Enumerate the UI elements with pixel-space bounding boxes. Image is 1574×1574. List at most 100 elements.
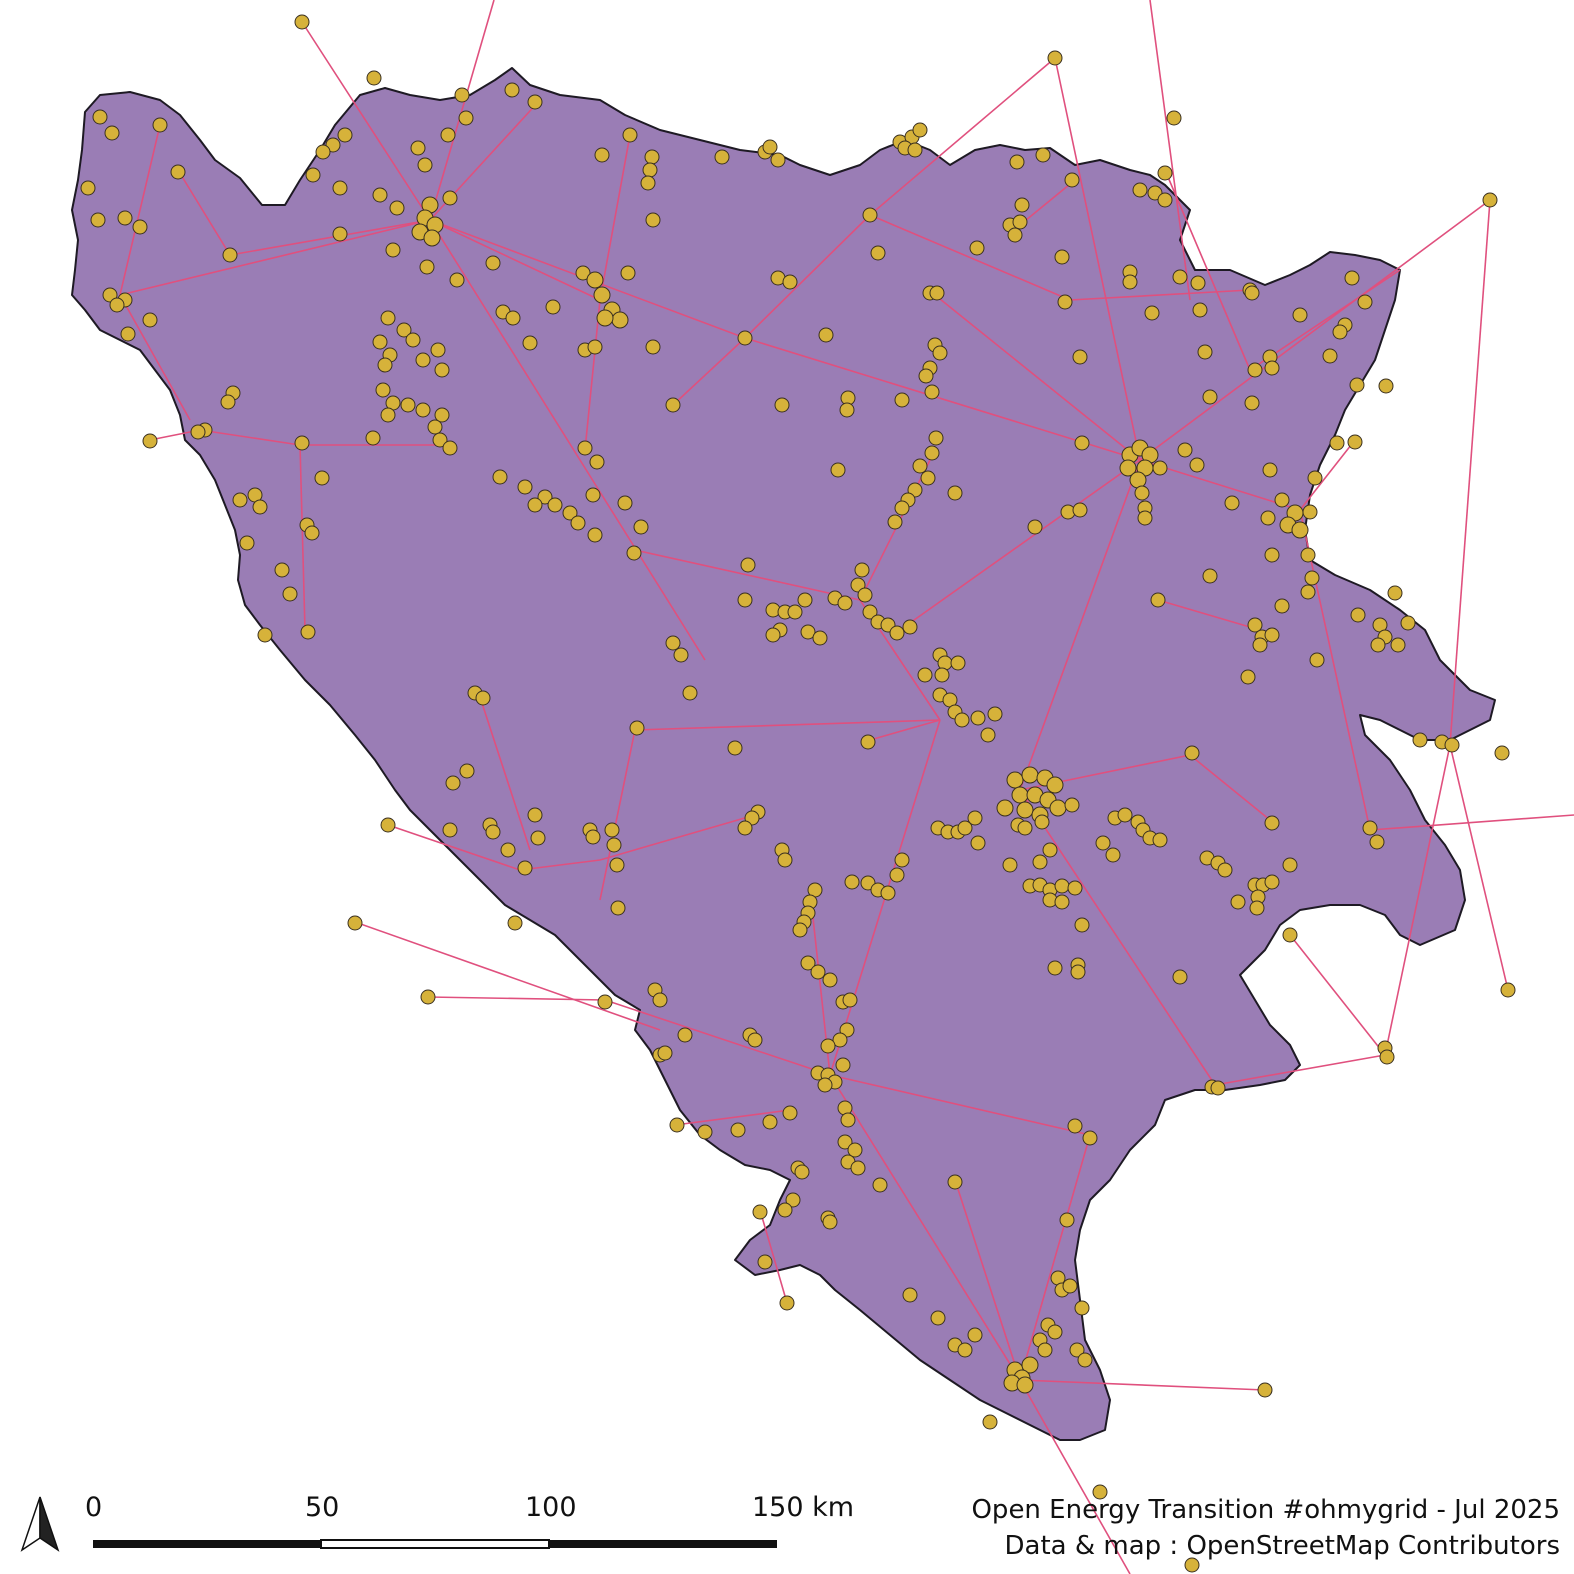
substation: [1260, 510, 1276, 526]
substation: [417, 157, 433, 173]
substation: [957, 1342, 973, 1358]
power-line: [1019, 1134, 1091, 1381]
substation: [1300, 547, 1316, 563]
substation: [142, 312, 158, 328]
substation: [629, 720, 645, 736]
substation: [1105, 847, 1121, 863]
substation: [610, 900, 626, 916]
substation: [1144, 305, 1160, 321]
substation: [430, 342, 446, 358]
substation: [1057, 294, 1073, 310]
substation: [817, 1077, 833, 1093]
substation: [294, 435, 310, 451]
substation: [1129, 471, 1147, 489]
substation: [1378, 378, 1394, 394]
substation: [765, 627, 781, 643]
substation: [1047, 1324, 1063, 1340]
substation: [449, 272, 465, 288]
substation: [887, 514, 903, 530]
substation: [1197, 344, 1213, 360]
substation: [372, 187, 388, 203]
substation: [1249, 900, 1265, 916]
power-line: [199, 429, 301, 446]
substation: [617, 495, 633, 511]
substation: [1282, 857, 1298, 873]
substation: [1007, 227, 1023, 243]
substation: [820, 1038, 836, 1054]
substation: [930, 1310, 946, 1326]
substation: [1217, 862, 1233, 878]
power-line: [599, 134, 631, 301]
substation: [1190, 275, 1206, 291]
substation: [794, 1164, 810, 1180]
substation: [969, 240, 985, 256]
substation: [1292, 307, 1308, 323]
power-line: [599, 814, 756, 861]
substation: [872, 1177, 888, 1193]
substation: [432, 432, 448, 448]
substation: [1067, 1118, 1083, 1134]
substation: [587, 339, 603, 355]
substation: [109, 297, 125, 313]
substation: [547, 497, 563, 513]
substation: [934, 667, 950, 683]
substation: [593, 286, 611, 304]
substation: [1329, 435, 1345, 451]
substation: [1379, 1049, 1395, 1065]
substation: [1014, 197, 1030, 213]
substation: [714, 149, 730, 165]
substation: [932, 345, 948, 361]
substation: [545, 299, 561, 315]
substation: [889, 867, 905, 883]
substation: [1400, 615, 1416, 631]
substation: [1202, 389, 1218, 405]
substation: [1032, 854, 1048, 870]
power-line: [899, 459, 1141, 631]
substation: [419, 259, 435, 275]
substation: [1054, 249, 1070, 265]
substation: [1047, 960, 1063, 976]
substation: [673, 647, 689, 663]
substation: [372, 334, 388, 350]
scale-label-0: 0: [85, 1492, 103, 1523]
substation: [665, 635, 681, 651]
substation: [104, 125, 120, 141]
power-line: [934, 294, 1141, 461]
substation: [575, 265, 591, 281]
substation: [454, 87, 470, 103]
substation: [611, 311, 629, 329]
substation: [282, 586, 298, 602]
substation: [730, 1122, 746, 1138]
substation: [854, 562, 870, 578]
substation: [1252, 637, 1268, 653]
power-line: [1289, 934, 1386, 1056]
substation: [847, 1142, 863, 1158]
substation: [947, 485, 963, 501]
power-line: [1139, 199, 1491, 461]
substation: [727, 740, 743, 756]
substation: [830, 462, 846, 478]
substation: [1369, 834, 1385, 850]
substation: [1444, 737, 1460, 753]
substation: [1264, 360, 1280, 376]
power-line: [1449, 744, 1509, 991]
substation: [1387, 585, 1403, 601]
substation: [1054, 878, 1070, 894]
substation: [752, 1204, 768, 1220]
substation: [400, 397, 416, 413]
substation: [645, 339, 661, 355]
substation: [622, 127, 638, 143]
map-credits: Open Energy Transition #ohmygrid - Jul 2…: [971, 1492, 1560, 1564]
substation: [589, 454, 605, 470]
substation: [475, 690, 491, 706]
power-line: [869, 719, 941, 741]
substation: [415, 352, 431, 368]
substation: [747, 1032, 763, 1048]
substation: [1247, 617, 1263, 633]
substation: [1189, 457, 1205, 473]
substation: [530, 830, 546, 846]
power-line: [1369, 814, 1574, 831]
substation: [800, 955, 816, 971]
substation: [1322, 348, 1338, 364]
substation: [1274, 492, 1290, 508]
